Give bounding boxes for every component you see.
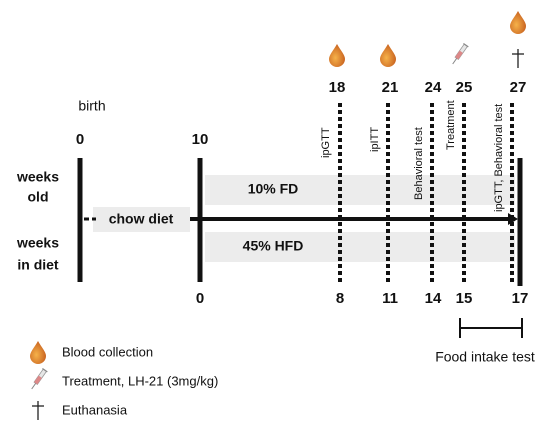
week-diet: 14 [425, 290, 442, 307]
left-label: old [28, 189, 49, 205]
legend-treatment-icon [28, 367, 48, 392]
event-label: ipGTT [320, 127, 332, 158]
week-old: 25 [456, 79, 473, 96]
blood-icon [510, 11, 526, 34]
event-label: Treatment [445, 100, 457, 150]
legend-text: Blood collection [62, 344, 153, 359]
event-label: ipITT [369, 127, 381, 152]
fd-label: 10% FD [248, 181, 299, 197]
legend-text: Euthanasia [62, 402, 128, 417]
left-label: weeks [16, 235, 59, 251]
food-label: Food intake test [435, 349, 535, 365]
hfd-label: 45% HFD [243, 238, 304, 254]
event-label: Behavioral test [413, 127, 425, 200]
week-diet: 11 [382, 290, 398, 307]
event-label: ipGTT, Behavioral test [493, 104, 505, 212]
week-diet: 17 [512, 290, 529, 307]
left-label: weeks [16, 169, 59, 185]
treatment-icon [449, 42, 469, 67]
week-old: 21 [382, 79, 399, 96]
legend-cross-icon [31, 400, 45, 421]
week-old: 18 [329, 79, 346, 96]
week-old: 27 [510, 79, 527, 96]
chow-band [93, 207, 190, 232]
chow-label: chow diet [109, 211, 174, 227]
euthanasia-icon [511, 48, 525, 69]
week-old: 10 [192, 131, 209, 148]
left-label: in diet [17, 257, 59, 273]
week-diet: 8 [336, 290, 344, 307]
week-old: 24 [425, 79, 442, 96]
week-diet: 15 [456, 290, 473, 307]
birth-label: birth [78, 98, 105, 114]
food-bracket [459, 318, 523, 338]
event-lines [338, 103, 514, 284]
blood-icon [329, 44, 345, 67]
week-old: 0 [76, 131, 84, 148]
legend-blood-icon [30, 341, 46, 364]
week-diet: 0 [196, 290, 204, 307]
legend-text: Treatment, LH-21 (3mg/kg) [62, 373, 218, 388]
blood-icon [380, 44, 396, 67]
